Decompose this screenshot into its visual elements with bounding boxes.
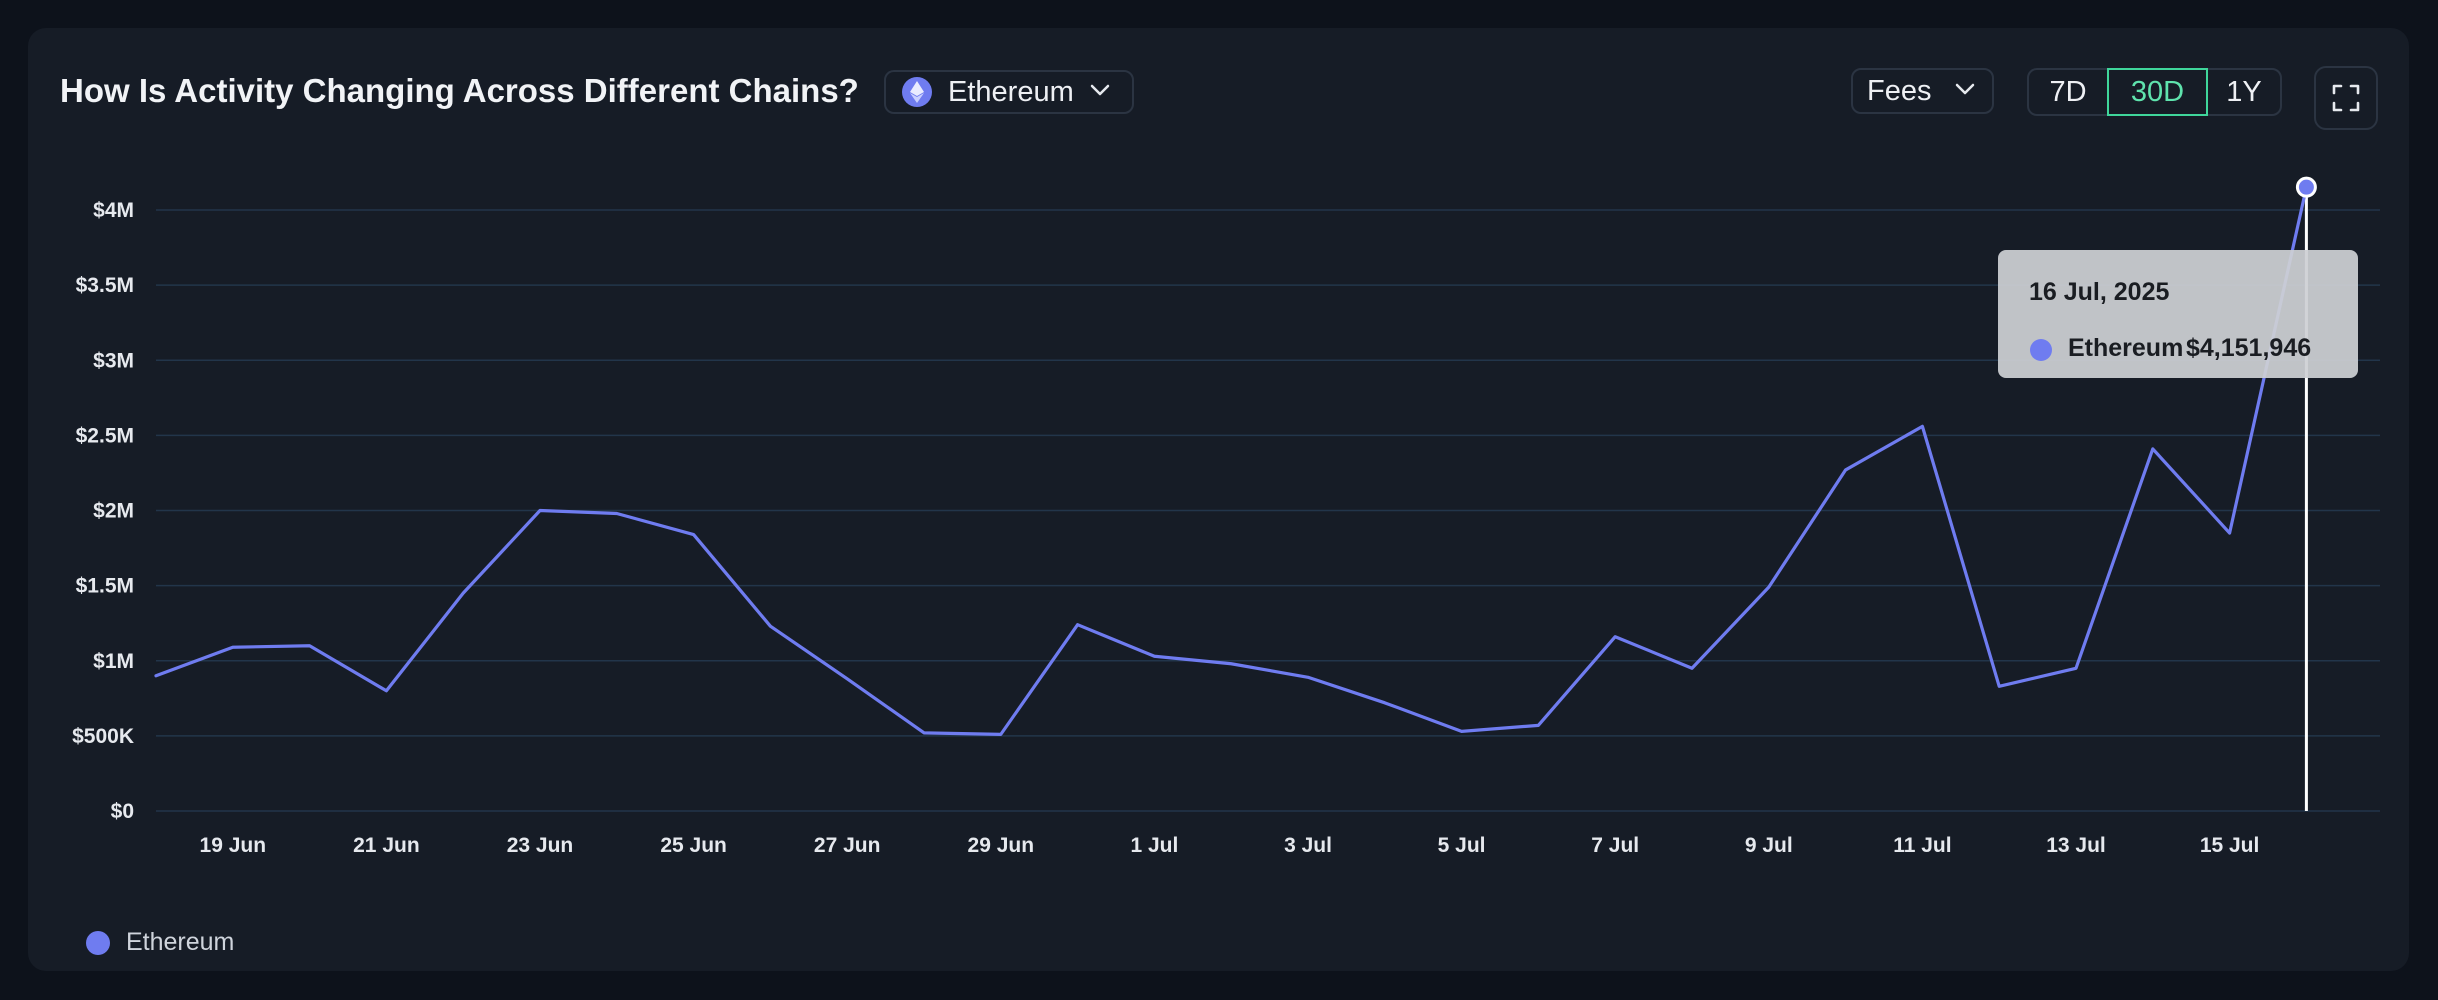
- x-tick-label: 19 Jun: [200, 834, 267, 857]
- chart-legend[interactable]: Ethereum: [86, 928, 234, 957]
- highlighted-data-point: [2295, 176, 2317, 198]
- expand-icon: [2332, 84, 2360, 112]
- y-tick-label: $4M: [93, 199, 134, 222]
- x-tick-label: 21 Jun: [353, 834, 420, 857]
- legend-dot: [86, 930, 110, 955]
- tooltip-series-dot: [2030, 339, 2052, 361]
- chart-tooltip: 16 Jul, 2025 Ethereum $4,151,946: [1998, 250, 2358, 378]
- x-tick-label: 29 Jun: [968, 834, 1035, 857]
- time-range-toggle: 7D 30D 1Y: [2027, 68, 2282, 116]
- y-tick-label: $3.5M: [76, 274, 134, 297]
- chain-selector[interactable]: Ethereum: [884, 70, 1134, 114]
- line-chart: $0 $500K $1M $1.5M $2M $2.5M $3M $3.5M $4M 19 Jun…: [72, 176, 2380, 857]
- x-tick-label: 23 Jun: [507, 834, 574, 857]
- chevron-down-icon: [1955, 82, 1975, 100]
- x-tick-label: 7 Jul: [1591, 834, 1639, 857]
- y-tick-label: $2.5M: [76, 424, 134, 447]
- x-tick-label: 3 Jul: [1284, 834, 1332, 857]
- y-tick-label: $1.5M: [76, 575, 134, 598]
- range-30d-button[interactable]: 30D: [2107, 68, 2208, 116]
- y-tick-label: $0: [111, 800, 134, 823]
- chain-selector-label: Ethereum: [948, 75, 1074, 108]
- fullscreen-button[interactable]: [2314, 66, 2378, 130]
- tooltip-date: 16 Jul, 2025: [2029, 278, 2170, 306]
- chevron-down-icon: [1090, 83, 1110, 101]
- x-tick-label: 13 Jul: [2046, 834, 2106, 857]
- tooltip-series-name: Ethereum: [2068, 334, 2184, 362]
- x-tick-label: 11 Jul: [1893, 834, 1951, 857]
- x-tick-label: 25 Jun: [660, 834, 727, 857]
- y-tick-label: $500K: [72, 725, 134, 748]
- range-7d-button[interactable]: 7D: [2049, 75, 2087, 108]
- chart-card: How Is Activity Changing Across Differen…: [28, 28, 2409, 971]
- x-tick-label: 9 Jul: [1745, 834, 1793, 857]
- x-tick-label: 1 Jul: [1130, 834, 1178, 857]
- range-1y-button[interactable]: 1Y: [2226, 75, 2262, 108]
- ethereum-icon: [902, 77, 932, 107]
- metric-selector-label: Fees: [1867, 74, 1932, 107]
- x-tick-label: 27 Jun: [814, 834, 881, 857]
- metric-selector[interactable]: Fees: [1851, 68, 1994, 114]
- x-tick-label: 15 Jul: [2200, 834, 2260, 857]
- y-tick-label: $2M: [93, 500, 134, 523]
- y-tick-label: $1M: [93, 650, 134, 673]
- legend-label: Ethereum: [126, 928, 235, 956]
- x-tick-label: 5 Jul: [1438, 834, 1486, 857]
- chart-title: How Is Activity Changing Across Differen…: [60, 72, 859, 109]
- series-line-ethereum: [154, 185, 2308, 736]
- y-tick-label: $3M: [93, 349, 134, 372]
- tooltip-value: $4,151,946: [2186, 334, 2312, 362]
